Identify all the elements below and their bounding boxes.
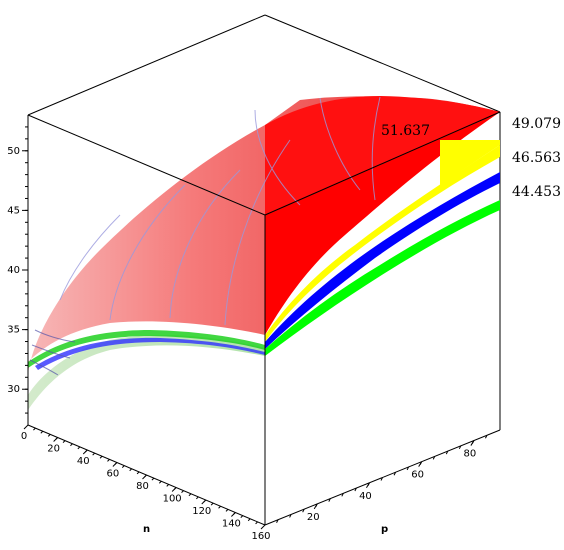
z-tick-label-2: 40 [7, 265, 20, 276]
surface-yellow [265, 145, 500, 342]
p-minor-tick [289, 514, 292, 518]
surface-label-blue: 46.563 [512, 150, 561, 166]
p-minor-tick [341, 493, 344, 497]
n-tick-8 [260, 524, 266, 530]
n-minor-tick [136, 471, 140, 475]
z-axis: 30 35 40 45 50 [7, 126, 28, 414]
p-tick-label-1: 40 [359, 491, 372, 502]
p-minor-tick [471, 440, 475, 444]
surface-label-green: 44.453 [512, 184, 561, 200]
p-minor-tick [354, 487, 357, 492]
z-tick-label-4: 50 [7, 146, 20, 157]
p-minor-tick [406, 466, 410, 471]
n-minor-tick [62, 440, 66, 443]
n-minor-tick [99, 455, 103, 459]
surface-red-back [265, 96, 500, 215]
p-axis: 20 40 60 80 [276, 435, 488, 523]
n-minor-tick [121, 465, 125, 468]
plot-box-back [27, 14, 501, 430]
p-minor-tick [419, 461, 423, 465]
p-tick-label-3: 80 [464, 449, 477, 460]
n-tick-label-3: 60 [107, 469, 120, 480]
n-minor-tick [107, 459, 110, 462]
p-axis-title: p [381, 524, 388, 535]
z-tick-label-0: 30 [7, 384, 20, 395]
p-minor-tick [393, 471, 397, 476]
n-tick-label-1: 20 [47, 444, 60, 455]
n-tick-label-5: 100 [163, 494, 182, 505]
p-minor-tick [432, 456, 436, 460]
surface-red-top [265, 112, 500, 335]
n-minor-tick [188, 493, 192, 497]
surface-green [265, 200, 500, 356]
n-minor-tick [240, 515, 244, 518]
n-minor-tick [225, 509, 229, 512]
surface-label-red: 51.637 [381, 123, 430, 139]
p-minor-tick [484, 435, 488, 439]
n-tick-label-6: 120 [192, 506, 211, 517]
n-minor-tick [92, 452, 96, 456]
p-minor-tick [445, 450, 449, 455]
n-tick-label-8: 160 [251, 531, 270, 542]
n-minor-tick [173, 487, 177, 490]
p-minor-tick [276, 519, 279, 523]
p-minor-tick [302, 508, 305, 513]
n-tick-label-7: 140 [222, 519, 241, 530]
surface-blue [265, 172, 500, 349]
p-minor-tick [315, 503, 318, 508]
z-tick-label-1: 35 [7, 325, 20, 336]
contour-lines [59, 96, 381, 326]
n-minor-tick [33, 427, 36, 431]
n-axis-title: n [143, 524, 150, 535]
surface-green-front [28, 335, 265, 410]
n-tick-label-4: 80 [136, 481, 149, 492]
p-minor-tick [367, 482, 370, 487]
n-minor-tick [233, 512, 236, 515]
n-minor-tick [55, 437, 58, 440]
n-minor-tick [144, 474, 147, 478]
n-minor-tick [114, 462, 118, 465]
n-minor-tick [151, 477, 155, 481]
n-minor-tick [129, 468, 133, 472]
n-minor-tick [158, 480, 162, 484]
n-minor-tick [247, 518, 251, 522]
n-axis: 0 20 40 60 80 100 120 140 160 [21, 424, 271, 542]
surface-front-bands-blue [35, 337, 265, 370]
n-minor-tick [181, 490, 184, 493]
n-minor-tick [77, 446, 81, 450]
surface-yellow-edge [440, 140, 500, 185]
n-minor-tick [70, 443, 73, 447]
n-tick-label-2: 40 [77, 456, 90, 467]
p-minor-tick [458, 445, 462, 450]
surface-label-yellow: 49.079 [512, 116, 561, 132]
p-minor-tick [328, 498, 331, 502]
n-minor-tick [195, 496, 199, 500]
p-minor-tick [380, 477, 383, 481]
n-tick-0 [23, 424, 29, 430]
n-minor-tick [84, 449, 88, 453]
n-minor-tick [210, 502, 214, 506]
n-tick-label-0: 0 [21, 431, 27, 442]
n-minor-tick [255, 521, 258, 525]
n-minor-tick [40, 430, 44, 434]
z-tick-label-3: 45 [7, 205, 20, 216]
surface-front-bands [28, 330, 265, 368]
n-minor-tick [218, 505, 221, 509]
n-minor-tick [47, 434, 51, 437]
contour-lines-dark [29, 329, 76, 376]
n-minor-tick [203, 499, 207, 503]
n-minor-tick [166, 484, 170, 487]
p-tick-label-0: 20 [307, 512, 320, 523]
p-tick-label-2: 60 [411, 470, 424, 481]
